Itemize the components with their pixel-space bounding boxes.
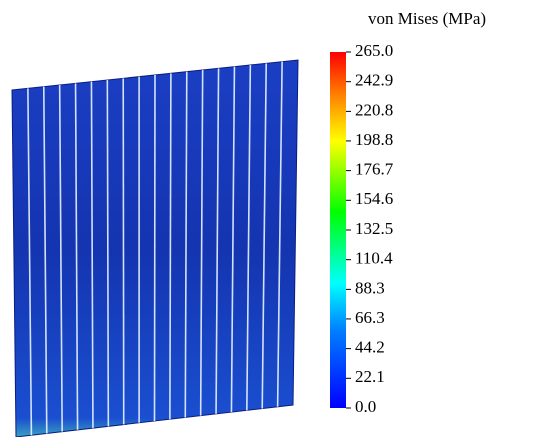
rib: [153, 74, 156, 422]
colorbar-tick-label: 242.9: [355, 71, 393, 90]
rib: [106, 79, 110, 427]
colorbar-title: von Mises (MPa): [368, 9, 486, 28]
colorbar-tick-label: 88.3: [355, 278, 385, 297]
colorbar-tick-label: 132.5: [355, 219, 393, 238]
colorbar: [330, 52, 346, 408]
colorbar-tick-label: 220.8: [355, 100, 393, 119]
rib: [169, 73, 172, 420]
rib: [261, 63, 268, 409]
colorbar-tick-label: 176.7: [355, 160, 394, 179]
rib: [122, 78, 125, 425]
rib: [215, 68, 220, 414]
rib: [74, 83, 79, 430]
colorbar-tick-label: 44.2: [355, 338, 385, 357]
rib: [199, 69, 204, 416]
plate-model: [11, 59, 299, 437]
colorbar-tick-label: 0.0: [355, 397, 376, 416]
rib: [230, 66, 236, 413]
colorbar-tick-label: 110.4: [355, 249, 393, 268]
rib: [276, 61, 283, 407]
rib: [27, 88, 33, 436]
colorbar-tick-label: 198.8: [355, 130, 393, 149]
rib: [90, 81, 94, 429]
rib: [246, 64, 252, 411]
colorbar-tick-label: 265.0: [355, 41, 393, 60]
colorbar-tick-label: 154.6: [355, 189, 393, 208]
rib: [42, 86, 48, 434]
colorbar-tick-label: 22.1: [355, 367, 385, 386]
rib: [184, 71, 188, 418]
colorbar-tick-label: 66.3: [355, 308, 385, 327]
rib: [58, 84, 63, 432]
